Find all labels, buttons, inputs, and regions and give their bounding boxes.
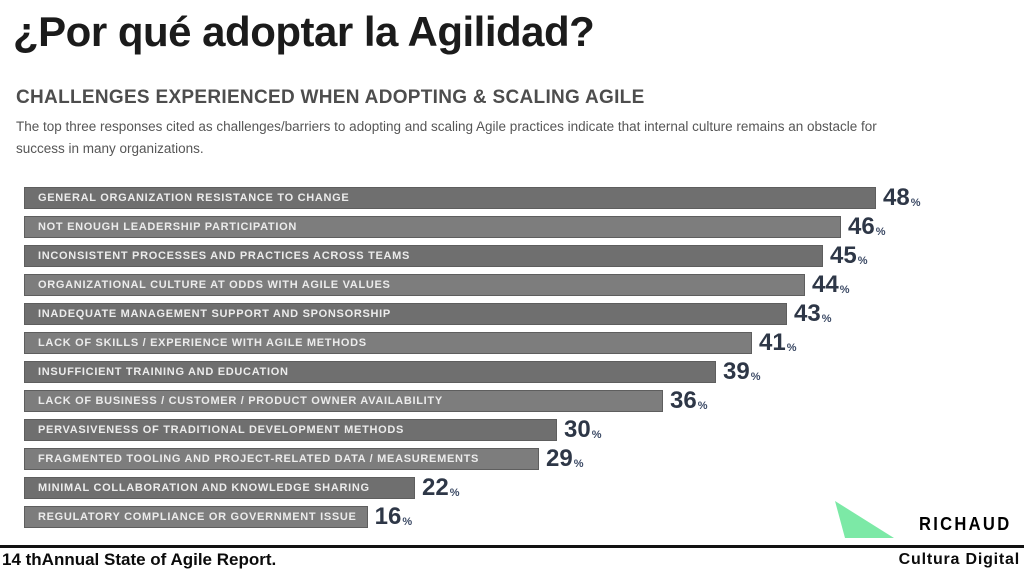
bar-row: NOT ENOUGH LEADERSHIP PARTICIPATION 46 % xyxy=(24,215,1024,239)
footer-source-text: 14 thAnnual State of Agile Report. xyxy=(2,550,277,569)
footer: 14 thAnnual State of Agile Report. Cultu… xyxy=(0,545,1024,576)
bar-value: 45 xyxy=(830,242,857,269)
bar-value: 46 xyxy=(848,213,875,240)
bar-row: PERVASIVENESS OF TRADITIONAL DEVELOPMENT… xyxy=(24,418,1024,442)
bar-row: GENERAL ORGANIZATION RESISTANCE TO CHANG… xyxy=(24,186,1024,210)
bar-value: 41 xyxy=(759,329,786,356)
bar-row: INSUFFICIENT TRAINING AND EDUCATION 39 % xyxy=(24,360,1024,384)
bar: NOT ENOUGH LEADERSHIP PARTICIPATION xyxy=(24,216,841,238)
brand-logo: RICHAUD xyxy=(831,499,1011,539)
bar-value-unit: % xyxy=(573,458,584,470)
bar-value-unit: % xyxy=(910,197,921,209)
bar-row: REGULATORY COMPLIANCE OR GOVERNMENT ISSU… xyxy=(24,505,1024,529)
bar: MINIMAL COLLABORATION AND KNOWLEDGE SHAR… xyxy=(24,477,415,499)
bar-value-unit: % xyxy=(786,342,797,354)
bar-category-label: PERVASIVENESS OF TRADITIONAL DEVELOPMENT… xyxy=(38,424,405,436)
bar-row: ORGANIZATIONAL CULTURE AT ODDS WITH AGIL… xyxy=(24,273,1024,297)
bar-category-label: REGULATORY COMPLIANCE OR GOVERNMENT ISSU… xyxy=(38,511,357,523)
bar-value: 43 xyxy=(794,300,821,327)
chart-header: CHALLENGES EXPERIENCED WHEN ADOPTING & S… xyxy=(16,87,946,159)
bar-rows: GENERAL ORGANIZATION RESISTANCE TO CHANG… xyxy=(24,186,1024,535)
chart-subtitle: The top three responses cited as challen… xyxy=(16,119,877,156)
bar-value-label: 16 % xyxy=(375,505,412,529)
bar-category-label: INSUFFICIENT TRAINING AND EDUCATION xyxy=(38,366,289,378)
bar-category-label: LACK OF SKILLS / EXPERIENCE WITH AGILE M… xyxy=(38,337,367,349)
triangle-logo-icon xyxy=(835,501,894,538)
bar-value-unit: % xyxy=(857,255,868,267)
bar: GENERAL ORGANIZATION RESISTANCE TO CHANG… xyxy=(24,187,876,209)
bar: PERVASIVENESS OF TRADITIONAL DEVELOPMENT… xyxy=(24,419,557,441)
bar-category-label: FRAGMENTED TOOLING AND PROJECT-RELATED D… xyxy=(38,453,480,465)
bar-value: 36 xyxy=(670,387,697,414)
bar-value-label: 36 % xyxy=(670,389,707,413)
bar-row: LACK OF BUSINESS / CUSTOMER / PRODUCT OW… xyxy=(24,389,1024,413)
bar-category-label: INADEQUATE MANAGEMENT SUPPORT AND SPONSO… xyxy=(38,308,391,320)
bar-value-label: 48 % xyxy=(883,186,920,210)
brand-name: RICHAUD xyxy=(919,514,1012,534)
bar: ORGANIZATIONAL CULTURE AT ODDS WITH AGIL… xyxy=(24,274,805,296)
bar-row: LACK OF SKILLS / EXPERIENCE WITH AGILE M… xyxy=(24,331,1024,355)
bar-value: 22 xyxy=(422,474,449,501)
bar: LACK OF SKILLS / EXPERIENCE WITH AGILE M… xyxy=(24,332,752,354)
bar-value: 29 xyxy=(546,445,573,472)
bar-value-unit: % xyxy=(839,284,850,296)
bar-value-label: 44 % xyxy=(812,273,849,297)
bar-category-label: MINIMAL COLLABORATION AND KNOWLEDGE SHAR… xyxy=(38,482,370,494)
bar-category-label: NOT ENOUGH LEADERSHIP PARTICIPATION xyxy=(38,221,297,233)
bar-category-label: LACK OF BUSINESS / CUSTOMER / PRODUCT OW… xyxy=(38,395,443,407)
bar-category-label: ORGANIZATIONAL CULTURE AT ODDS WITH AGIL… xyxy=(38,279,391,291)
bar-value-unit: % xyxy=(402,516,413,528)
bar-value-label: 30 % xyxy=(564,418,601,442)
bar-value-unit: % xyxy=(821,313,832,325)
bar: INADEQUATE MANAGEMENT SUPPORT AND SPONSO… xyxy=(24,303,787,325)
bar-value: 16 xyxy=(374,503,402,530)
bar-value-label: 46 % xyxy=(848,215,885,239)
bar-value-label: 39 % xyxy=(723,360,760,384)
bar-row: MINIMAL COLLABORATION AND KNOWLEDGE SHAR… xyxy=(24,476,1024,500)
bar: REGULATORY COMPLIANCE OR GOVERNMENT ISSU… xyxy=(24,506,368,528)
bar: LACK OF BUSINESS / CUSTOMER / PRODUCT OW… xyxy=(24,390,663,412)
bar-value-unit: % xyxy=(449,487,460,499)
bar-category-label: GENERAL ORGANIZATION RESISTANCE TO CHANG… xyxy=(38,192,350,204)
bar-value-label: 45 % xyxy=(830,244,867,268)
bar-value-label: 22 % xyxy=(422,476,459,500)
bar-value: 30 xyxy=(564,416,591,443)
page-title: ¿Por qué adoptar la Agilidad? xyxy=(13,8,595,55)
bar-value-unit: % xyxy=(591,429,602,441)
bar-value-label: 41 % xyxy=(759,331,796,355)
bar-row: FRAGMENTED TOOLING AND PROJECT-RELATED D… xyxy=(24,447,1024,471)
bar-value: 39 xyxy=(723,358,750,385)
bar: INSUFFICIENT TRAINING AND EDUCATION xyxy=(24,361,716,383)
bar-value-label: 43 % xyxy=(794,302,831,326)
bar: INCONSISTENT PROCESSES AND PRACTICES ACR… xyxy=(24,245,823,267)
footer-brand-text: Cultura Digital xyxy=(898,551,1020,568)
bar-row: INCONSISTENT PROCESSES AND PRACTICES ACR… xyxy=(24,244,1024,268)
bar-row: INADEQUATE MANAGEMENT SUPPORT AND SPONSO… xyxy=(24,302,1024,326)
bar-value-unit: % xyxy=(750,371,761,383)
triangle-shape xyxy=(835,501,894,538)
bar-value-unit: % xyxy=(697,400,708,412)
chart-title: CHALLENGES EXPERIENCED WHEN ADOPTING & S… xyxy=(16,87,645,108)
bar-category-label: INCONSISTENT PROCESSES AND PRACTICES ACR… xyxy=(38,250,411,262)
bar-value: 48 xyxy=(883,184,910,211)
bar: FRAGMENTED TOOLING AND PROJECT-RELATED D… xyxy=(24,448,539,470)
bar-value: 44 xyxy=(812,271,839,298)
bar-value-label: 29 % xyxy=(546,447,583,471)
bar-value-unit: % xyxy=(875,226,886,238)
